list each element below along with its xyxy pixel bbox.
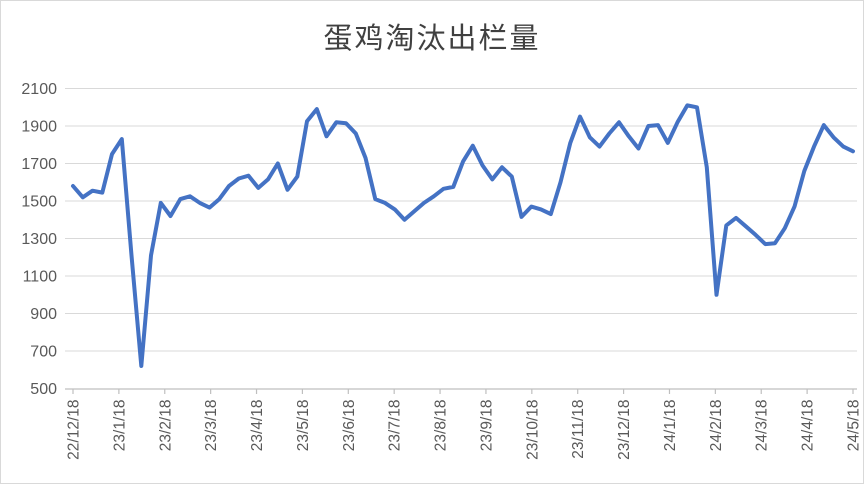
x-axis-tick-label: 23/4/18 <box>249 400 266 452</box>
x-axis-tick-label: 23/10/18 <box>524 400 541 460</box>
x-axis-tick-label: 22/12/18 <box>66 400 83 460</box>
x-axis-tick-label: 23/7/18 <box>387 400 404 452</box>
y-axis-tick-label: 500 <box>30 381 57 398</box>
x-axis-tick-label: 23/3/18 <box>203 400 220 452</box>
y-axis-tick-label: 1300 <box>21 231 57 248</box>
x-axis-tick-label: 23/1/18 <box>111 400 128 452</box>
x-axis-tick-label: 23/5/18 <box>295 400 312 452</box>
x-axis-tick-label: 24/5/18 <box>846 400 863 452</box>
x-axis-tick-label: 23/8/18 <box>433 400 450 452</box>
x-axis-tick-label: 24/3/18 <box>754 400 771 452</box>
y-axis-tick-label: 1700 <box>21 156 57 173</box>
x-axis-tick-label: 24/1/18 <box>662 400 679 452</box>
y-axis-tick-label: 1900 <box>21 119 57 136</box>
x-axis-tick-label: 24/4/18 <box>800 400 817 452</box>
y-axis-tick-label: 2100 <box>21 81 57 98</box>
y-axis-tick-label: 1500 <box>21 194 57 211</box>
x-axis-tick-label: 23/6/18 <box>341 400 358 452</box>
y-axis-tick-label: 1100 <box>23 269 58 286</box>
data-series-line <box>71 103 855 368</box>
y-axis-tick-label: 700 <box>30 344 57 361</box>
x-axis-tick-label: 23/9/18 <box>478 400 495 452</box>
x-axis-tick-label: 24/2/18 <box>708 400 725 452</box>
x-axis-tick-label: 23/12/18 <box>616 400 633 460</box>
x-axis-tick-label: 23/2/18 <box>157 400 174 452</box>
chart-title: 蛋鸡淘汰出栏量 <box>323 21 541 55</box>
x-axis-tick-label: 23/11/18 <box>570 400 587 459</box>
y-axis-tick-label: 900 <box>30 306 57 323</box>
